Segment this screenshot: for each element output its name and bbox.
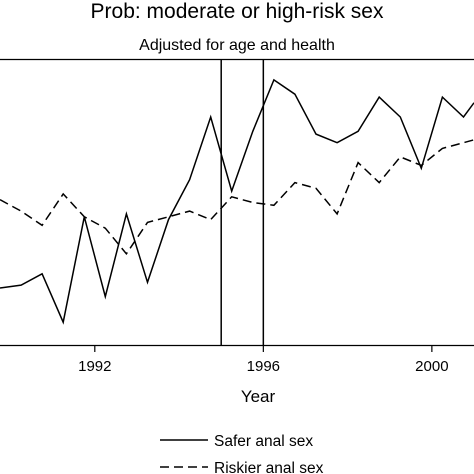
x-tick-label-2000: 2000 (415, 358, 448, 375)
series-layer (0, 78, 474, 325)
series-line-safer-anal-sex (0, 78, 474, 325)
x-axis-ticks: 1992 1996 2000 (78, 345, 449, 375)
series-line-riskier-anal-sex (0, 139, 474, 256)
legend-label-safer-anal-sex: Safer anal sex (214, 433, 313, 450)
legend: Safer anal sex Riskier anal sex (160, 433, 324, 474)
x-tick-label-1992: 1992 (78, 358, 111, 375)
x-axis-title: Year (241, 387, 276, 406)
chart-subtitle: Adjusted for age and health (139, 37, 335, 54)
legend-label-riskier-anal-sex: Riskier anal sex (214, 460, 324, 474)
chart-title: Prob: moderate or high-risk sex (91, 0, 384, 23)
x-tick-label-1996: 1996 (247, 358, 280, 375)
